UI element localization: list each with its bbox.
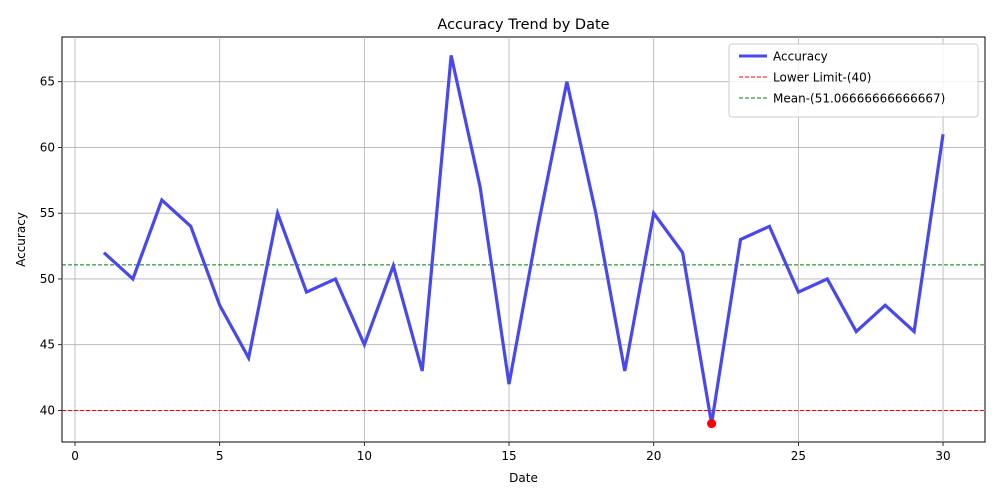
- x-tick-label: 25: [791, 449, 806, 463]
- x-axis-ticks: 0 5 10 15 20 25 30: [71, 442, 951, 463]
- series-layer: [102, 55, 945, 429]
- y-tick-label: 55: [40, 206, 55, 220]
- y-tick-label: 65: [40, 75, 55, 89]
- y-axis-label: Accuracy: [14, 212, 28, 267]
- legend-label-accuracy: Accuracy: [773, 50, 828, 64]
- chart-title: Accuracy Trend by Date: [437, 17, 609, 33]
- x-tick-label: 30: [935, 449, 950, 463]
- x-tick-label: 15: [501, 449, 516, 463]
- grid: [62, 37, 985, 442]
- legend: Accuracy Lower Limit-(40) Mean-(51.06666…: [728, 43, 979, 118]
- y-axis-ticks: 40 45 50 55 60 65: [40, 75, 62, 417]
- x-tick-label: 10: [357, 449, 372, 463]
- y-tick-label: 50: [40, 272, 55, 286]
- x-tick-label: 0: [71, 449, 79, 463]
- legend-label-lower-limit: Lower Limit-(40): [773, 71, 871, 85]
- x-tick-label: 20: [646, 449, 661, 463]
- legend-box: [728, 43, 979, 118]
- y-tick-label: 40: [40, 403, 55, 417]
- x-tick-label: 5: [216, 449, 224, 463]
- below-limit-point: [707, 419, 717, 429]
- x-axis-label: Date: [509, 471, 538, 485]
- accuracy-line: [102, 55, 945, 424]
- reference-lines: [62, 264, 985, 411]
- y-tick-label: 60: [40, 140, 55, 154]
- y-tick-label: 45: [40, 338, 55, 352]
- legend-label-mean: Mean-(51.06666666666667): [773, 92, 945, 106]
